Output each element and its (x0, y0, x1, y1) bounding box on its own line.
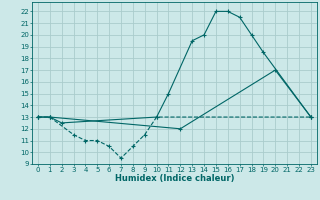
X-axis label: Humidex (Indice chaleur): Humidex (Indice chaleur) (115, 174, 234, 183)
